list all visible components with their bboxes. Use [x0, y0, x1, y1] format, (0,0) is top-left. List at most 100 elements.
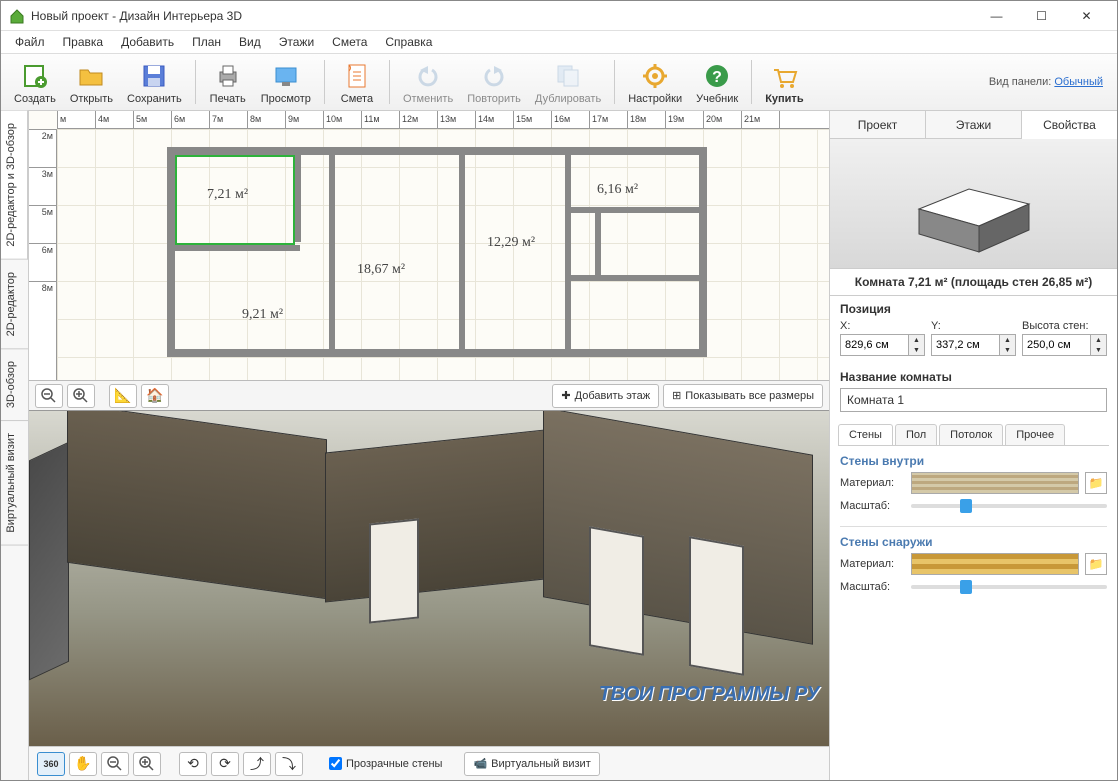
- menu-Этажи[interactable]: Этажи: [271, 33, 322, 51]
- left-tab-1[interactable]: 2D-редактор: [1, 260, 28, 349]
- inside-scale-slider[interactable]: [911, 504, 1107, 508]
- room-label: 18,67 м²: [357, 262, 405, 278]
- plan-toolbar: 📐 🏠 ✚ Добавить этаж ⊞ Показывать все раз…: [29, 380, 829, 410]
- inside-material-browse[interactable]: 📁: [1085, 472, 1107, 494]
- zoom-in-3d-button[interactable]: [133, 752, 161, 776]
- menu-Добавить[interactable]: Добавить: [113, 33, 182, 51]
- close-button[interactable]: ✕: [1064, 2, 1109, 30]
- zoom-out-button[interactable]: [35, 384, 63, 408]
- render-toolbar: 360 ✋ ⟲ ⟳ ⤴ ⤵ Прозрачные стены 📹 Виртуал…: [29, 746, 829, 780]
- show-dimensions-button[interactable]: ⊞ Показывать все размеры: [663, 384, 823, 408]
- zoom-in-button[interactable]: [67, 384, 95, 408]
- left-tab-0[interactable]: 2D-редактор и 3D-обзор: [1, 111, 28, 260]
- menu-Правка[interactable]: Правка: [55, 33, 112, 51]
- floorplan: 7,21 м²6,16 м²12,29 м²18,67 м²9,21 м²: [167, 147, 707, 357]
- room-name-input[interactable]: Комната 1: [840, 388, 1107, 412]
- plan-view-2d[interactable]: м4м5м6м7м8м9м10м11м12м13м14м15м16м17м18м…: [29, 111, 829, 411]
- save-icon: [138, 60, 170, 92]
- svg-text:?: ?: [712, 69, 722, 86]
- menu-Смета[interactable]: Смета: [324, 33, 375, 51]
- render-view-3d[interactable]: ТВОИ ПРОГРАММЫ РУ: [29, 411, 829, 746]
- left-tab-3[interactable]: Виртуальный визит: [1, 421, 28, 546]
- create-icon: [19, 60, 51, 92]
- panel-mode: Вид панели: Обычный: [989, 76, 1103, 88]
- outside-scale-slider[interactable]: [911, 585, 1107, 589]
- inside-material-swatch[interactable]: [911, 472, 1079, 494]
- position-y-input[interactable]: ▲▼: [931, 334, 1016, 356]
- estimate-icon: [341, 60, 373, 92]
- right-tabs: ПроектЭтажиСвойства: [830, 111, 1117, 139]
- watermark: ТВОИ ПРОГРАММЫ РУ: [599, 683, 819, 706]
- toolbar-open-button[interactable]: Открыть: [63, 57, 120, 108]
- dup-icon: [552, 60, 584, 92]
- right-tab-Этажи[interactable]: Этажи: [926, 111, 1022, 138]
- titlebar: Новый проект - Дизайн Интерьера 3D — ☐ ✕: [1, 1, 1117, 31]
- subtab-Пол[interactable]: Пол: [895, 424, 937, 445]
- right-tab-Свойства[interactable]: Свойства: [1022, 111, 1117, 139]
- rotate-right-button[interactable]: ⟳: [211, 752, 239, 776]
- home-button[interactable]: 🏠: [141, 384, 169, 408]
- settings-icon: [639, 60, 671, 92]
- left-tab-2[interactable]: 3D-обзор: [1, 349, 28, 421]
- panel-mode-link[interactable]: Обычный: [1054, 76, 1103, 88]
- toolbar-tutorial-button[interactable]: ?Учебник: [689, 57, 745, 108]
- buy-icon: [768, 60, 800, 92]
- tutorial-icon: ?: [701, 60, 733, 92]
- position-section-title: Позиция: [830, 296, 1117, 318]
- ruler-horizontal: м4м5м6м7м8м9м10м11м12м13м14м15м16м17м18м…: [57, 111, 829, 129]
- maximize-button[interactable]: ☐: [1019, 2, 1064, 30]
- subtab-Прочее[interactable]: Прочее: [1005, 424, 1065, 445]
- zoom-out-3d-button[interactable]: [101, 752, 129, 776]
- menu-Вид[interactable]: Вид: [231, 33, 269, 51]
- menu-План[interactable]: План: [184, 33, 229, 51]
- room-label: 12,29 м²: [487, 235, 535, 251]
- toolbar-redo-button[interactable]: Повторить: [460, 57, 528, 108]
- menu-Справка[interactable]: Справка: [377, 33, 440, 51]
- redo-icon: [478, 60, 510, 92]
- open-icon: [75, 60, 107, 92]
- subtab-Стены[interactable]: Стены: [838, 424, 893, 445]
- transparent-walls-checkbox[interactable]: Прозрачные стены: [329, 757, 442, 770]
- outside-material-browse[interactable]: 📁: [1085, 553, 1107, 575]
- wall-height-input[interactable]: ▲▼: [1022, 334, 1107, 356]
- toolbar-undo-button[interactable]: Отменить: [396, 57, 460, 108]
- print-icon: [212, 60, 244, 92]
- room-label: 7,21 м²: [207, 187, 248, 203]
- toolbar-settings-button[interactable]: Настройки: [621, 57, 689, 108]
- material-tabs: СтеныПолПотолокПрочее: [838, 424, 1109, 446]
- toolbar-preview-button[interactable]: Просмотр: [254, 57, 318, 108]
- toolbar-buy-button[interactable]: Купить: [758, 57, 810, 108]
- toolbar-print-button[interactable]: Печать: [202, 57, 254, 108]
- toolbar: СоздатьОткрытьСохранить ПечатьПросмотр Сме…: [1, 53, 1117, 111]
- pan-button[interactable]: ✋: [69, 752, 97, 776]
- toolbar-save-button[interactable]: Сохранить: [120, 57, 189, 108]
- tilt-down-button[interactable]: ⤵: [275, 752, 303, 776]
- app-window: Новый проект - Дизайн Интерьера 3D — ☐ ✕…: [0, 0, 1118, 781]
- undo-icon: [412, 60, 444, 92]
- window-title: Новый проект - Дизайн Интерьера 3D: [31, 9, 974, 23]
- minimize-button[interactable]: —: [974, 2, 1019, 30]
- toolbar-dup-button[interactable]: Дублировать: [528, 57, 608, 108]
- add-floor-button[interactable]: ✚ Добавить этаж: [552, 384, 659, 408]
- room-label: 9,21 м²: [242, 307, 283, 323]
- room-name-title: Название комнаты: [830, 364, 1117, 386]
- position-x-input[interactable]: ▲▼: [840, 334, 925, 356]
- preview-icon: [270, 60, 302, 92]
- tilt-up-button[interactable]: ⤴: [243, 752, 271, 776]
- right-tab-Проект[interactable]: Проект: [830, 111, 926, 138]
- plan-canvas[interactable]: 7,21 м²6,16 м²12,29 м²18,67 м²9,21 м²: [57, 129, 829, 380]
- orbit-button[interactable]: 360: [37, 752, 65, 776]
- measure-button[interactable]: 📐: [109, 384, 137, 408]
- menu-Файл[interactable]: Файл: [7, 33, 53, 51]
- virtual-visit-button[interactable]: 📹 Виртуальный визит: [464, 752, 599, 776]
- room-info: Комната 7,21 м² (площадь стен 26,85 м²): [830, 269, 1117, 296]
- work-area: 2D-редактор и 3D-обзор2D-редактор3D-обзо…: [1, 111, 1117, 780]
- outside-material-swatch[interactable]: [911, 553, 1079, 575]
- rotate-left-button[interactable]: ⟲: [179, 752, 207, 776]
- subtab-Потолок[interactable]: Потолок: [939, 424, 1003, 445]
- properties-panel: ПроектЭтажиСвойства Комната 7,21 м² (пло…: [829, 111, 1117, 780]
- toolbar-estimate-button[interactable]: Смета: [331, 57, 383, 108]
- toolbar-create-button[interactable]: Создать: [7, 57, 63, 108]
- app-icon: [9, 8, 25, 24]
- room-preview-3d: [830, 139, 1117, 269]
